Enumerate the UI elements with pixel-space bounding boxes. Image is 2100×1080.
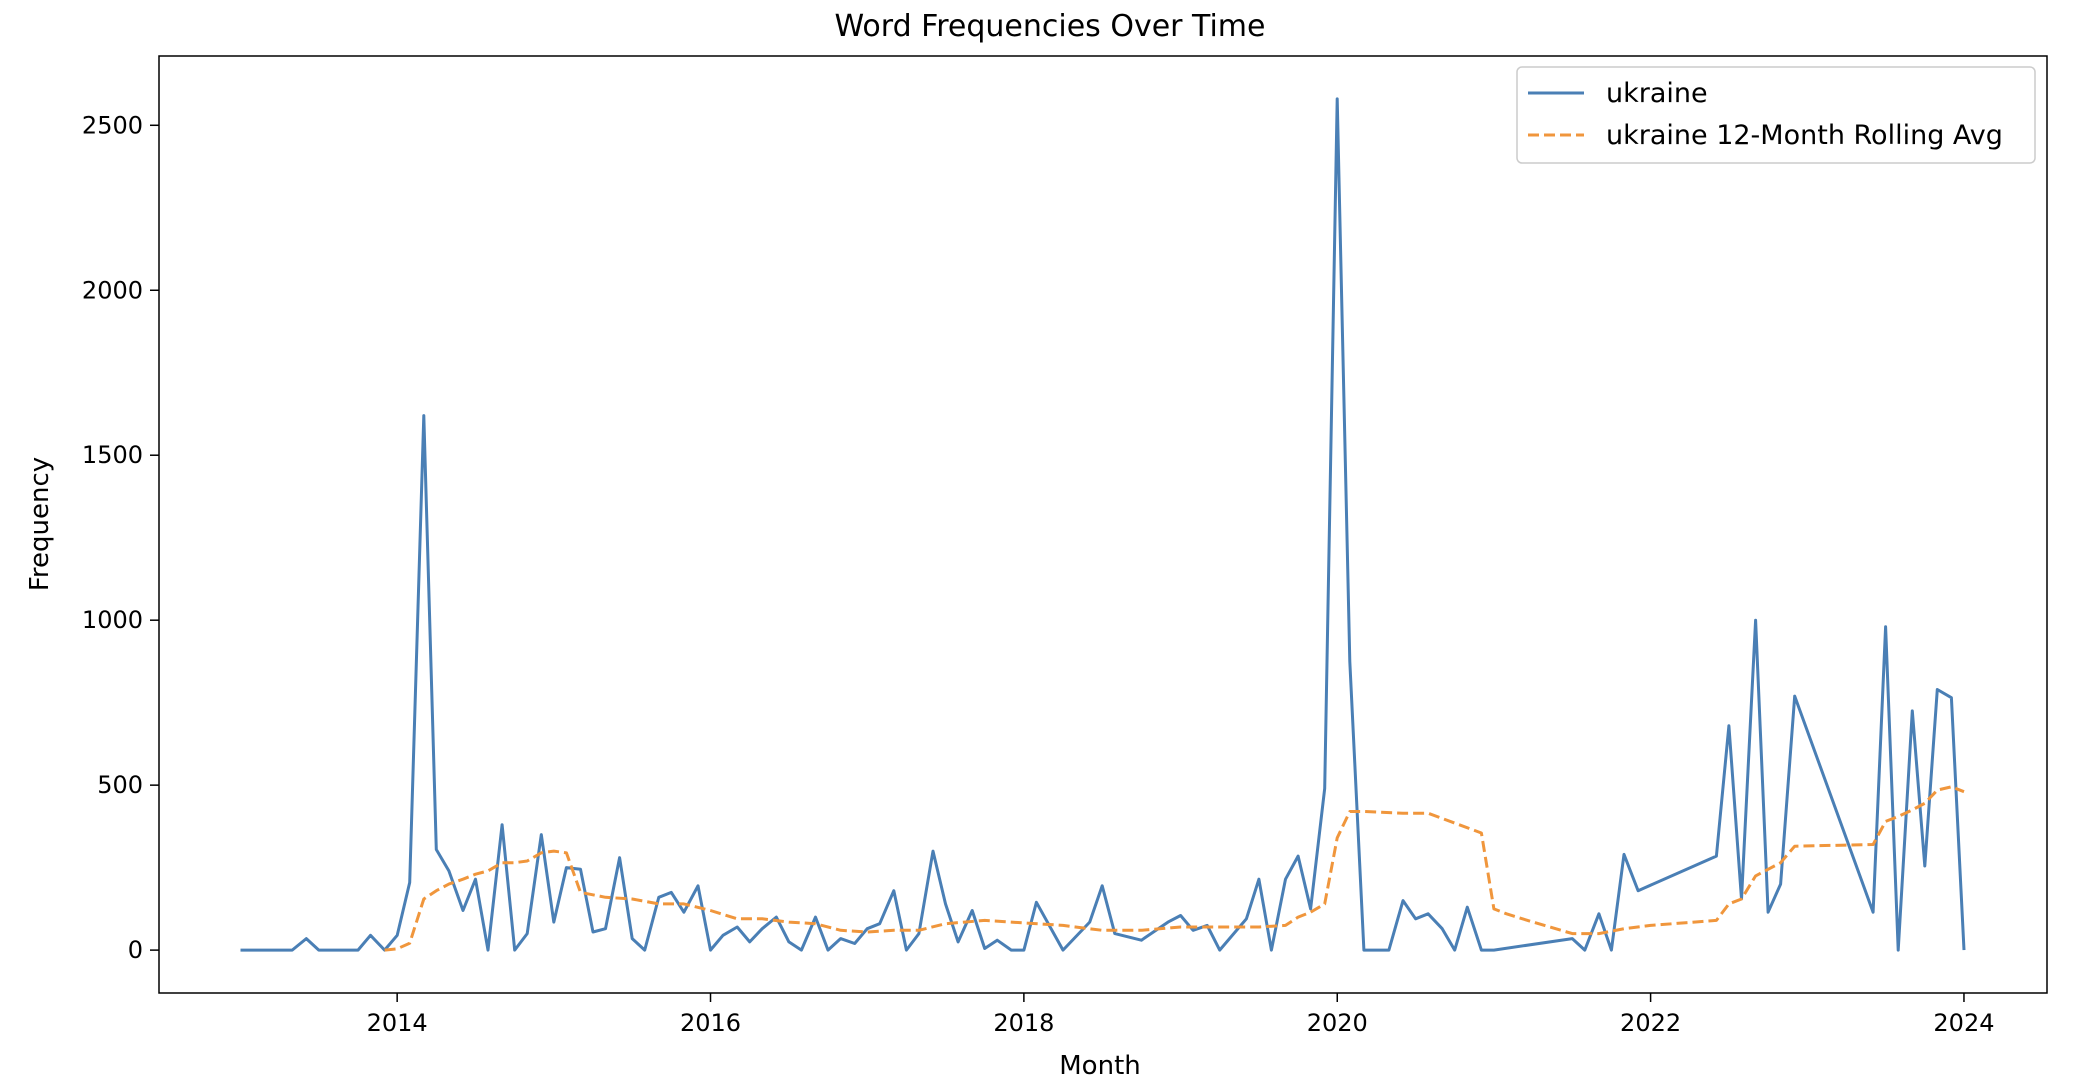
legend: ukraine ukraine 12-Month Rolling Avg — [1516, 66, 2036, 164]
y-tick-label-2000: 2000 — [82, 276, 143, 304]
legend-label-rolling-avg: ukraine 12-Month Rolling Avg — [1606, 120, 2003, 151]
y-tick-label-500: 500 — [97, 771, 143, 799]
series-line-rolling-avg — [384, 785, 1965, 952]
y-axis-label: Frequency — [25, 457, 55, 591]
y-tick-label-1500: 1500 — [82, 441, 143, 469]
series-layer — [240, 97, 1966, 952]
series-line-ukraine — [240, 97, 1966, 952]
x-tick-label-2020: 2020 — [1307, 1009, 1368, 1037]
x-axis-label: Month — [1059, 1051, 1141, 1080]
x-tick-label-2022: 2022 — [1620, 1009, 1681, 1037]
x-tick-label-2018: 2018 — [993, 1009, 1054, 1037]
x-tick-label-2014: 2014 — [367, 1009, 428, 1037]
plot-area — [158, 55, 2048, 994]
legend-label-ukraine: ukraine — [1606, 78, 1708, 109]
y-tick-label-0: 0 — [128, 936, 143, 964]
axis-ticks: 2014 2016 2018 2020 2022 2024 0 500 1000 1500 2000… — [82, 111, 1995, 1037]
x-tick-label-2024: 2024 — [1933, 1009, 1994, 1037]
x-tick-label-2016: 2016 — [680, 1009, 741, 1037]
chart-title: Word Frequencies Over Time — [835, 9, 1266, 44]
y-tick-label-2500: 2500 — [82, 111, 143, 139]
legend-box — [1516, 66, 2036, 164]
y-tick-label-1000: 1000 — [82, 606, 143, 634]
